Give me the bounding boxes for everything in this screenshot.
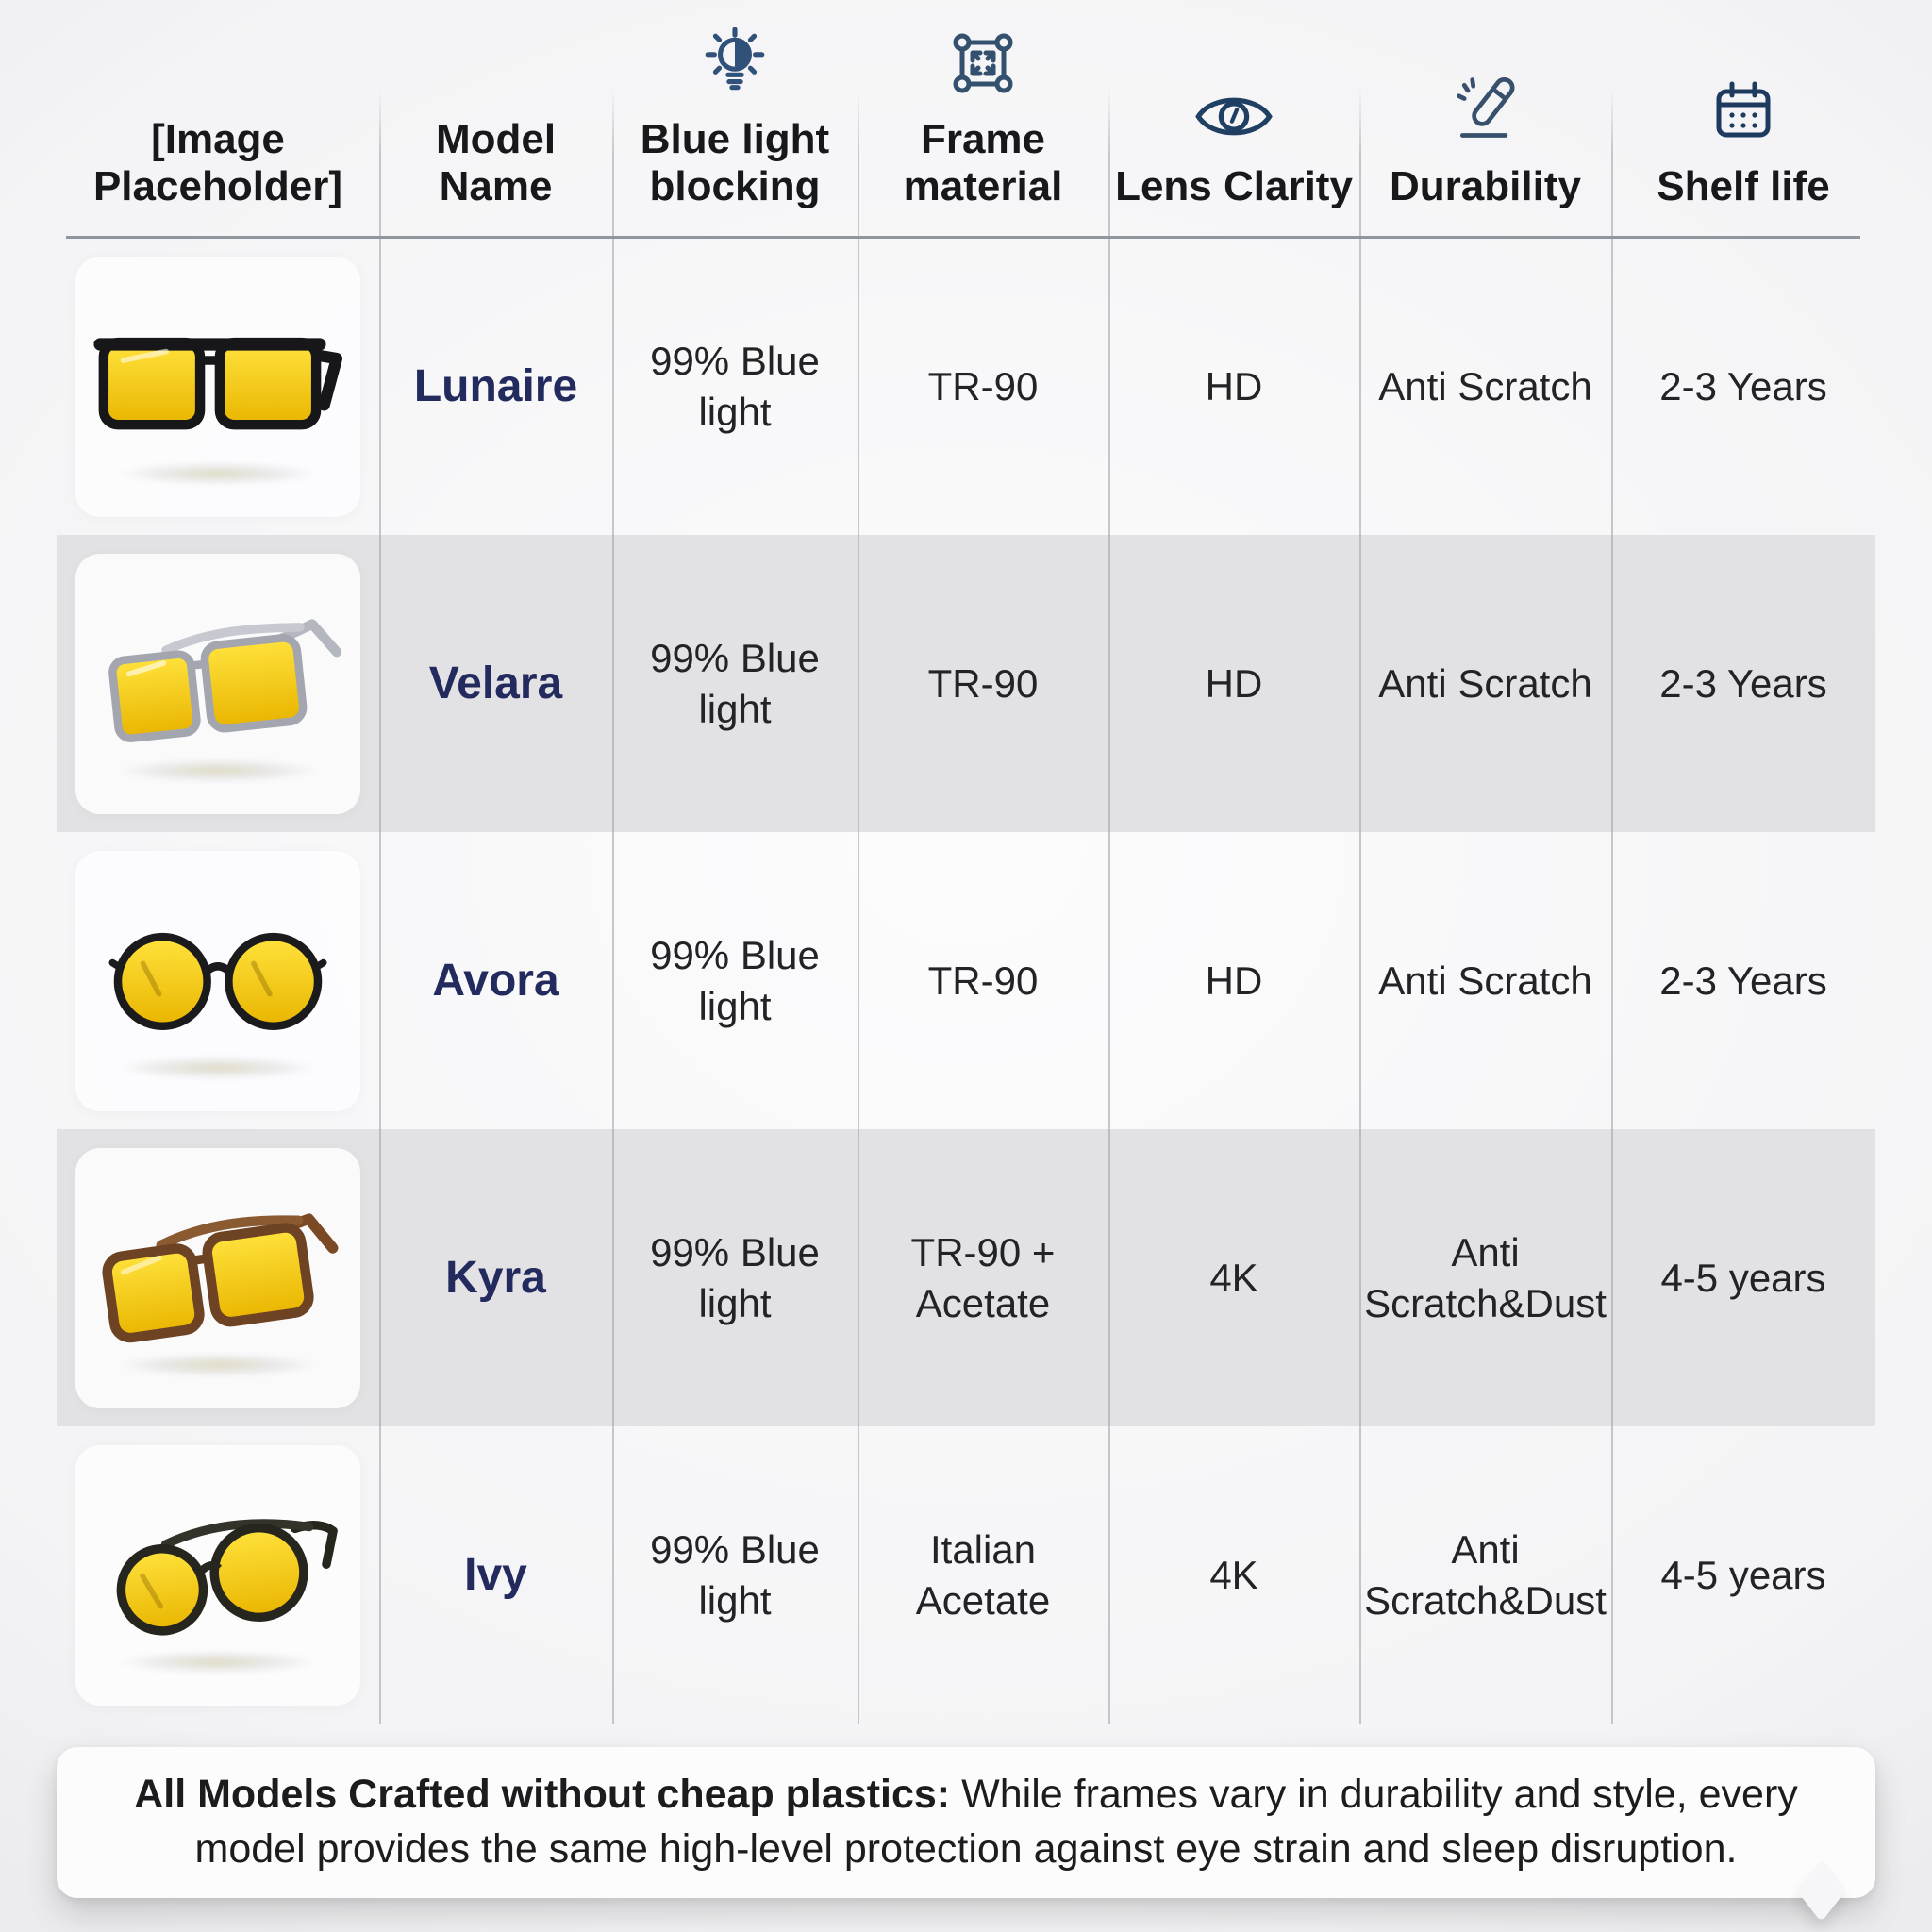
comparison-table: [Image Placeholder] Model Name Blue ligh…: [57, 26, 1875, 1724]
eye-icon: [1192, 71, 1275, 144]
lens-clarity-cell: HD: [1108, 535, 1359, 832]
header-model-name: Model Name: [379, 26, 612, 238]
calendar-icon: [1709, 71, 1777, 144]
glasses-image-avora: [75, 850, 360, 1111]
shelf-life-cell: 2-3 Years: [1611, 535, 1875, 832]
durability-cell: Anti Scratch: [1378, 363, 1592, 408]
shelf-life-cell: 2-3 Years: [1659, 363, 1827, 408]
table-row-image: [57, 1129, 379, 1426]
frame-material-cell: TR-90: [858, 535, 1108, 832]
model-name-cell: Avora: [432, 955, 559, 1006]
model-name-cell: Ivy: [464, 1549, 527, 1600]
durability-cell: Anti Scratch: [1359, 535, 1611, 832]
bulb-icon: [700, 26, 770, 97]
blue-light-cell: 99% Blue light: [612, 1129, 858, 1426]
footnote-box: All Models Crafted without cheap plastic…: [57, 1747, 1875, 1923]
footnote-bold: All Models Crafted without cheap plastic…: [134, 1772, 951, 1818]
scratch-pen-icon: [1450, 71, 1522, 144]
frame-material-cell: Italian Acetate: [915, 1526, 1051, 1623]
header-label: Frame material: [903, 116, 1063, 209]
header-shelf-life: Shelf life: [1611, 26, 1875, 238]
header-image-placeholder: [Image Placeholder]: [57, 26, 379, 238]
lens-clarity-cell: 4K: [1108, 1129, 1359, 1426]
footnote-text: All Models Crafted without cheap plastic…: [123, 1768, 1809, 1876]
header-separator-line: [66, 236, 1860, 239]
table-row-image: [57, 1426, 379, 1724]
durability-cell: Anti Scratch: [1378, 958, 1592, 1003]
shelf-life-cell: 4-5 years: [1611, 1129, 1875, 1426]
glasses-shadow: [119, 461, 317, 485]
glasses-image-ivy: [75, 1444, 360, 1706]
header-blue-light: Blue light blocking: [612, 26, 858, 238]
frame-expand-icon: [949, 26, 1017, 97]
glasses-shadow: [119, 1353, 317, 1376]
glasses-shadow: [119, 758, 317, 782]
column-divider: [1359, 89, 1361, 1724]
table-row-image: [57, 832, 379, 1129]
lens-clarity-cell: HD: [1205, 363, 1263, 408]
shelf-life-cell: 2-3 Years: [1659, 958, 1827, 1003]
glasses-image-lunaire: [75, 256, 360, 517]
blue-light-cell: 99% Blue light: [650, 338, 820, 434]
shelf-life-cell: 4-5 years: [1660, 1552, 1826, 1597]
header-label: Shelf life: [1657, 162, 1830, 209]
column-divider: [1108, 89, 1110, 1724]
column-divider: [612, 89, 614, 1724]
header-label: [Image Placeholder]: [92, 116, 343, 209]
glasses-shadow: [119, 1056, 317, 1079]
lens-clarity-cell: HD: [1205, 958, 1263, 1003]
model-name-cell: Lunaire: [413, 360, 578, 411]
blue-light-cell: 99% Blue light: [650, 932, 820, 1028]
model-name-cell: Velara: [379, 535, 612, 832]
durability-cell: Anti Scratch&Dust: [1364, 1526, 1607, 1623]
header-durability: Durability: [1359, 26, 1611, 238]
durability-cell: Anti Scratch&Dust: [1359, 1129, 1611, 1426]
column-divider: [1611, 89, 1613, 1724]
glasses-image-velara: [75, 553, 360, 814]
frame-material-cell: TR-90: [927, 958, 1039, 1003]
frame-material-cell: TR-90: [927, 363, 1039, 408]
header-lens-clarity: Lens Clarity: [1108, 26, 1359, 238]
header-label: Model Name: [435, 116, 557, 209]
header-label: Blue light blocking: [640, 116, 830, 209]
column-divider: [379, 89, 381, 1724]
column-divider: [858, 89, 859, 1724]
glasses-image-kyra: [75, 1147, 360, 1408]
footnote-regular: While frames vary in durability and styl…: [194, 1772, 1798, 1872]
model-name-cell: Kyra: [379, 1129, 612, 1426]
glasses-shadow: [119, 1650, 317, 1674]
header-label: Lens Clarity: [1115, 162, 1353, 209]
header-frame-material: Frame material: [858, 26, 1108, 238]
table-row-image: [57, 238, 379, 535]
lens-clarity-cell: 4K: [1209, 1552, 1258, 1597]
blue-light-cell: 99% Blue light: [612, 535, 858, 832]
header-label: Durability: [1390, 162, 1581, 209]
blue-light-cell: 99% Blue light: [650, 1526, 820, 1623]
table-row-image: [57, 535, 379, 832]
frame-material-cell: TR-90 + Acetate: [858, 1129, 1108, 1426]
